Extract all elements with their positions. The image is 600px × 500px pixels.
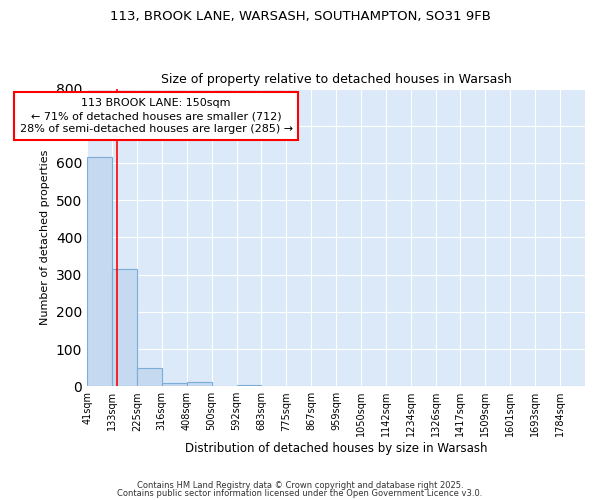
X-axis label: Distribution of detached houses by size in Warsash: Distribution of detached houses by size …	[185, 442, 487, 455]
Bar	[161, 383, 187, 386]
Bar	[137, 368, 161, 386]
Title: Size of property relative to detached houses in Warsash: Size of property relative to detached ho…	[161, 73, 511, 86]
Text: Contains public sector information licensed under the Open Government Licence v3: Contains public sector information licen…	[118, 488, 482, 498]
Text: 113, BROOK LANE, WARSASH, SOUTHAMPTON, SO31 9FB: 113, BROOK LANE, WARSASH, SOUTHAMPTON, S…	[110, 10, 490, 23]
Y-axis label: Number of detached properties: Number of detached properties	[40, 150, 50, 325]
Bar	[87, 157, 112, 386]
Text: Contains HM Land Registry data © Crown copyright and database right 2025.: Contains HM Land Registry data © Crown c…	[137, 481, 463, 490]
Bar	[112, 268, 137, 386]
Text: 113 BROOK LANE: 150sqm
← 71% of detached houses are smaller (712)
28% of semi-de: 113 BROOK LANE: 150sqm ← 71% of detached…	[20, 98, 293, 134]
Bar	[187, 382, 212, 386]
Bar	[236, 384, 261, 386]
